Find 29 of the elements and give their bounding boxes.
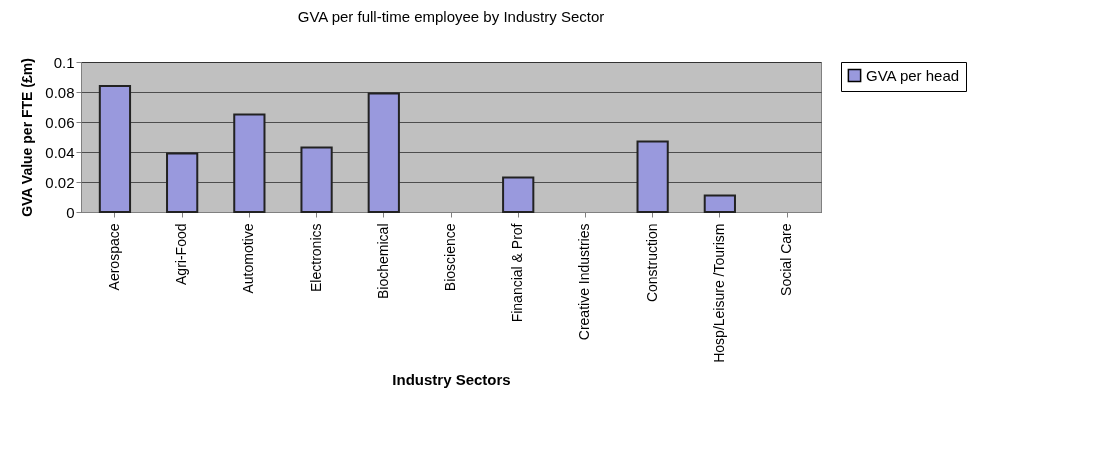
x-tick-label: Bioscience (442, 223, 458, 292)
x-tick-label: Hosp/Leisure /Tourism (710, 223, 727, 363)
bar (502, 176, 535, 213)
x-tick-label: Aerospace (105, 223, 122, 291)
x-axis-title: Industry Sectors (392, 370, 511, 388)
y-tick-label: 0.04 (45, 143, 75, 161)
bar (300, 146, 333, 213)
y-axis-title: GVA Value per FTE (£m) (19, 58, 36, 217)
y-tick-label: 0 (66, 203, 75, 221)
x-tick-label: Social Care (778, 223, 795, 296)
bar (703, 194, 736, 213)
bar (367, 92, 400, 213)
legend-label: GVA per head (866, 66, 960, 84)
y-tick-label: 0.06 (45, 113, 75, 131)
bar (636, 140, 669, 213)
y-tick-label: 0.1 (53, 53, 75, 71)
x-tick-label: Agri-Food (173, 223, 190, 285)
bar (98, 85, 132, 213)
x-tick-label: Creative Industries (576, 223, 593, 341)
y-tick-label: 0.02 (45, 173, 75, 191)
x-tick-label: Financial & Prof (509, 223, 526, 323)
x-tick-label: Automotive (240, 223, 257, 294)
x-tick-label: Biochemical (374, 223, 391, 299)
chart-title: GVA per full-time employee by Industry Sector (297, 8, 605, 25)
y-tick-label: 0.08 (45, 83, 75, 101)
bar (233, 113, 266, 213)
x-tick-label: Construction (643, 223, 660, 303)
x-tick-label: Electronics (307, 223, 324, 292)
bar (166, 152, 199, 213)
